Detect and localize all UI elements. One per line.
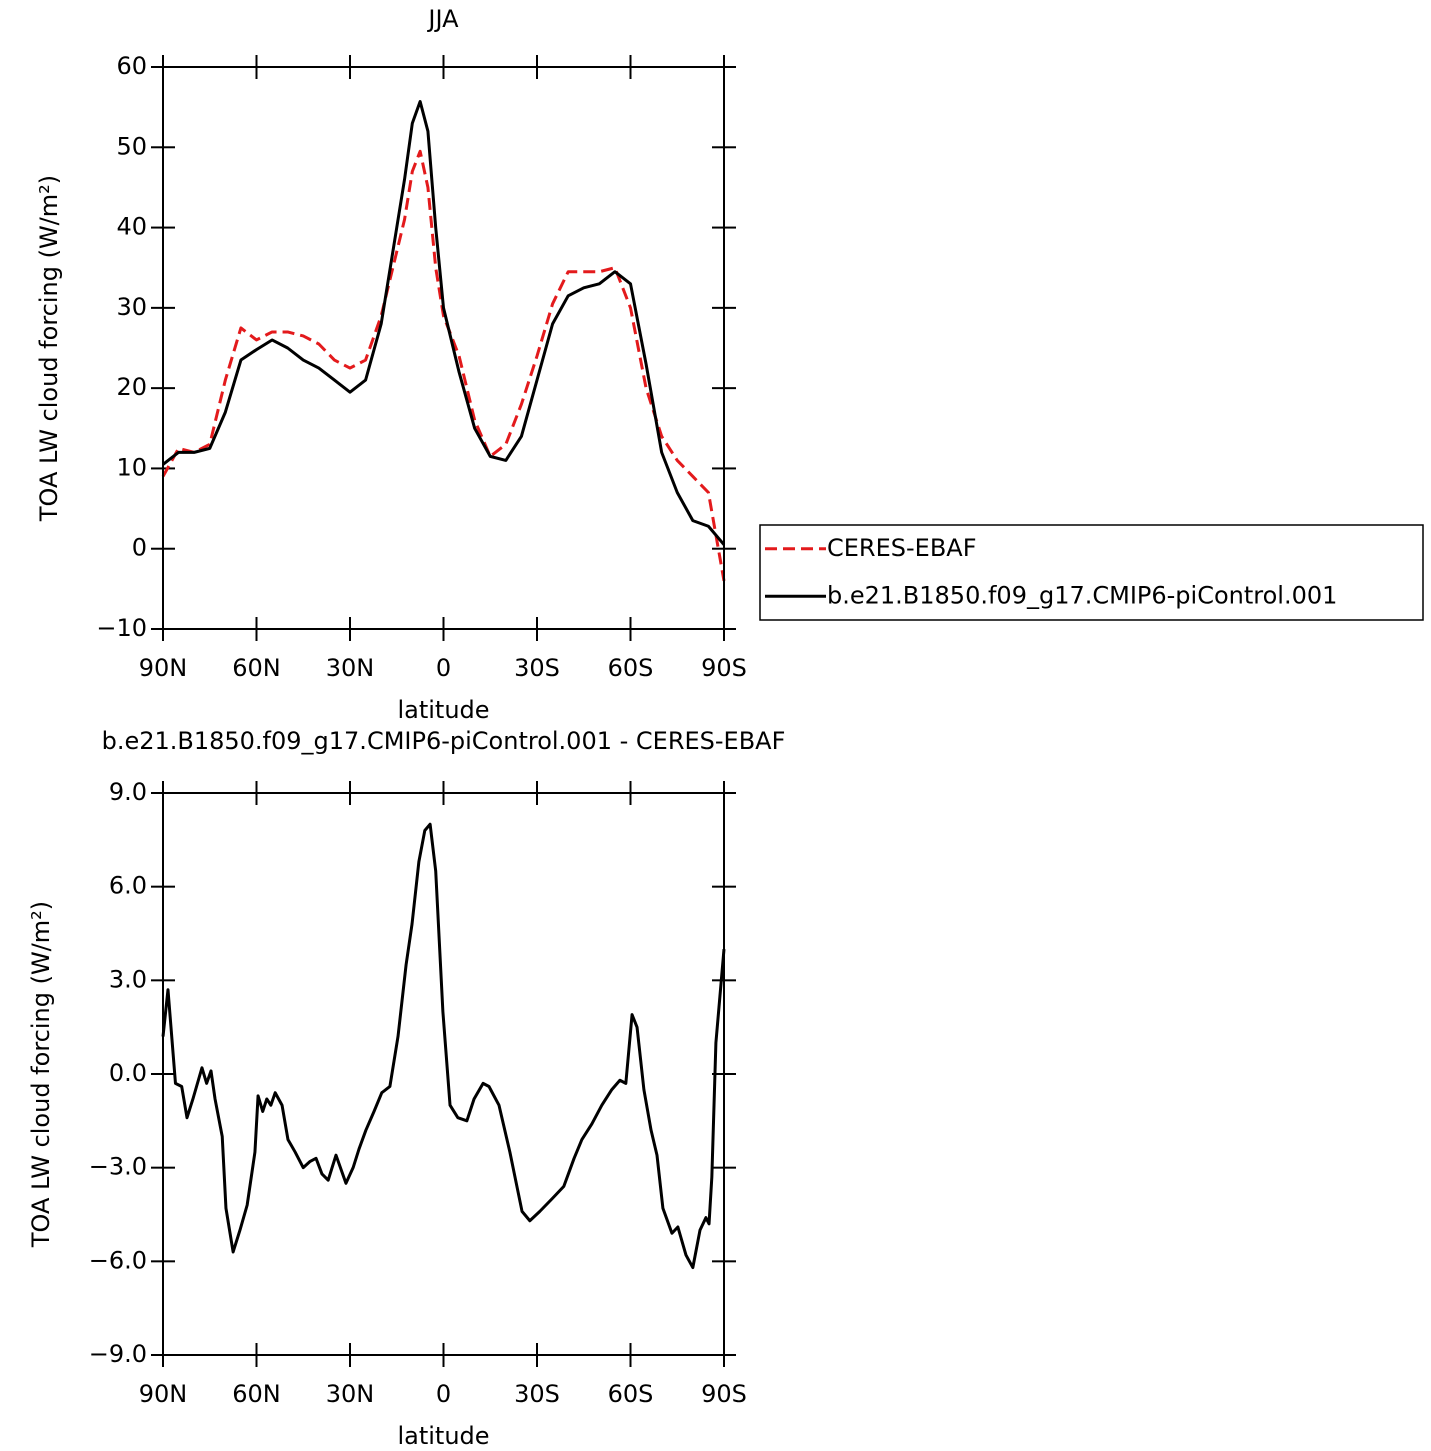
x-tick-label: 0 (436, 1380, 451, 1408)
x-tick-label: 90S (701, 1380, 747, 1408)
y-tick-label: 30 (116, 293, 147, 321)
plot-frame (162, 66, 725, 630)
x-tick-label: 0 (436, 654, 451, 682)
y-tick-label: 50 (116, 132, 147, 160)
series-line (162, 100, 726, 546)
x-tick-label: 30S (514, 1380, 560, 1408)
y-tick-label: 3.0 (109, 965, 147, 993)
x-tick-label: 90N (139, 1380, 188, 1408)
chart-title: b.e21.B1850.f09_g17.CMIP6-piControl.001 … (102, 727, 786, 755)
legend-label: b.e21.B1850.f09_g17.CMIP6-piControl.001 (827, 581, 1337, 609)
y-tick-label: 60 (116, 52, 147, 80)
y-tick-label: 10 (116, 453, 147, 481)
x-tick-label: 30N (326, 654, 375, 682)
y-tick-label: −9.0 (89, 1340, 147, 1368)
plot-frame (162, 792, 725, 1356)
x-tick-label: 30S (514, 654, 560, 682)
x-tick-label: 60S (608, 1380, 654, 1408)
y-tick-label: −10 (96, 614, 147, 642)
legend-label: CERES-EBAF (827, 534, 977, 562)
x-tick-label: 60N (232, 1380, 281, 1408)
y-tick-label: 0.0 (109, 1059, 147, 1087)
y-tick-label: 9.0 (109, 778, 147, 806)
series-line (161, 149, 726, 582)
y-tick-label: 6.0 (109, 872, 147, 900)
x-tick-label: 60S (608, 654, 654, 682)
y-axis-label: TOA LW cloud forcing (W/m²) (27, 901, 55, 1248)
x-axis-label: latitude (397, 696, 489, 724)
y-axis-label: TOA LW cloud forcing (W/m²) (35, 175, 63, 522)
series-line (161, 822, 726, 1270)
x-tick-label: 30N (326, 1380, 375, 1408)
y-tick-label: 0 (132, 534, 147, 562)
x-axis-label: latitude (397, 1422, 489, 1450)
x-tick-label: 90N (139, 654, 188, 682)
legend-box (759, 524, 1424, 621)
y-tick-label: −6.0 (89, 1246, 147, 1274)
y-tick-label: −3.0 (89, 1153, 147, 1181)
x-tick-label: 60N (232, 654, 281, 682)
y-tick-label: 40 (116, 213, 147, 241)
y-tick-label: 20 (116, 373, 147, 401)
x-tick-label: 90S (701, 654, 747, 682)
chart-title: JJA (426, 5, 459, 33)
